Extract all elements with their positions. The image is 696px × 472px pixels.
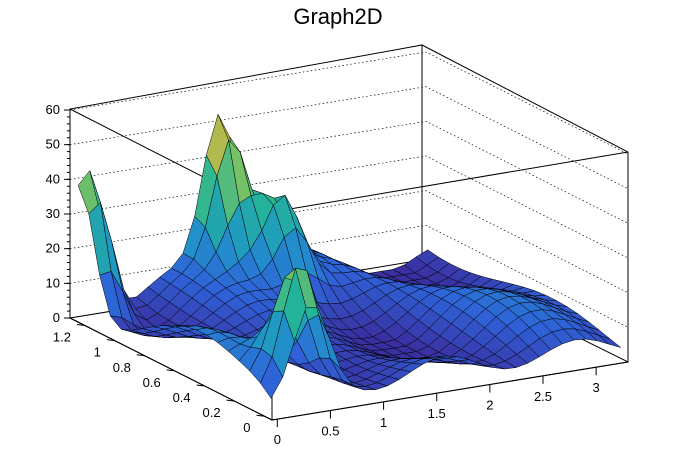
y-axis-line [69, 317, 273, 421]
z-tick-label: 0 [53, 310, 60, 325]
surface-mesh [77, 113, 621, 399]
x-tick-label: 0 [274, 432, 281, 447]
z-tick-label: 20 [46, 241, 60, 256]
z-tick-label: 60 [46, 102, 60, 117]
y-tick-label: 0 [243, 420, 250, 435]
y-tick-label: 1 [94, 345, 101, 360]
z-gridline [69, 120, 629, 224]
y-axis: 0 0.2 0.4 0.6 0.8 1 1.2 [53, 317, 273, 435]
surface-cell [598, 335, 621, 348]
x-axis: 0 0.5 1 1.5 2 2.5 3 [271, 361, 629, 447]
z-tick-label: 50 [46, 137, 60, 152]
y-tick [196, 384, 205, 387]
x-tick-label: 1 [380, 415, 387, 430]
z-gridline [69, 86, 629, 189]
y-tick [166, 369, 175, 372]
y-tick [136, 354, 145, 357]
x-tick-label: 1.5 [428, 406, 446, 421]
z-tick-label: 10 [46, 275, 60, 290]
y-tick [76, 324, 86, 327]
z-tick-label: 30 [46, 206, 60, 221]
x-tick-label: 0.5 [321, 423, 339, 438]
y-tick-label: 0.4 [173, 390, 191, 405]
z-gridline [69, 155, 629, 259]
y-tick [256, 414, 265, 417]
top-right-edge [271, 151, 629, 213]
z-gridlines [69, 51, 629, 328]
chart-title: Graph2D [293, 4, 382, 29]
y-tick-label: 1.2 [53, 330, 71, 345]
z-gridline [69, 190, 629, 293]
y-tick-label: 0.6 [143, 375, 161, 390]
z-tick-label: 40 [46, 171, 60, 186]
z-axis: 0 10 20 30 40 50 60 [46, 102, 71, 325]
y-tick [106, 339, 115, 342]
x-tick-label: 2.5 [534, 389, 552, 404]
z-gridline [69, 51, 629, 155]
x-tick-label: 2 [486, 398, 493, 413]
y-tick-label: 0.8 [113, 360, 131, 375]
x-tick-label: 3 [593, 380, 600, 395]
y-tick-label: 0.2 [203, 405, 221, 420]
x-axis-line [271, 361, 629, 421]
y-tick [226, 399, 235, 402]
